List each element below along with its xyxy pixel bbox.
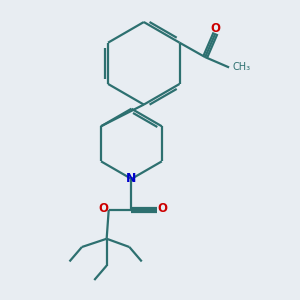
Text: O: O — [98, 202, 108, 215]
Text: N: N — [126, 172, 136, 185]
Text: O: O — [158, 202, 168, 215]
Text: O: O — [211, 22, 220, 35]
Text: CH₃: CH₃ — [232, 62, 250, 72]
